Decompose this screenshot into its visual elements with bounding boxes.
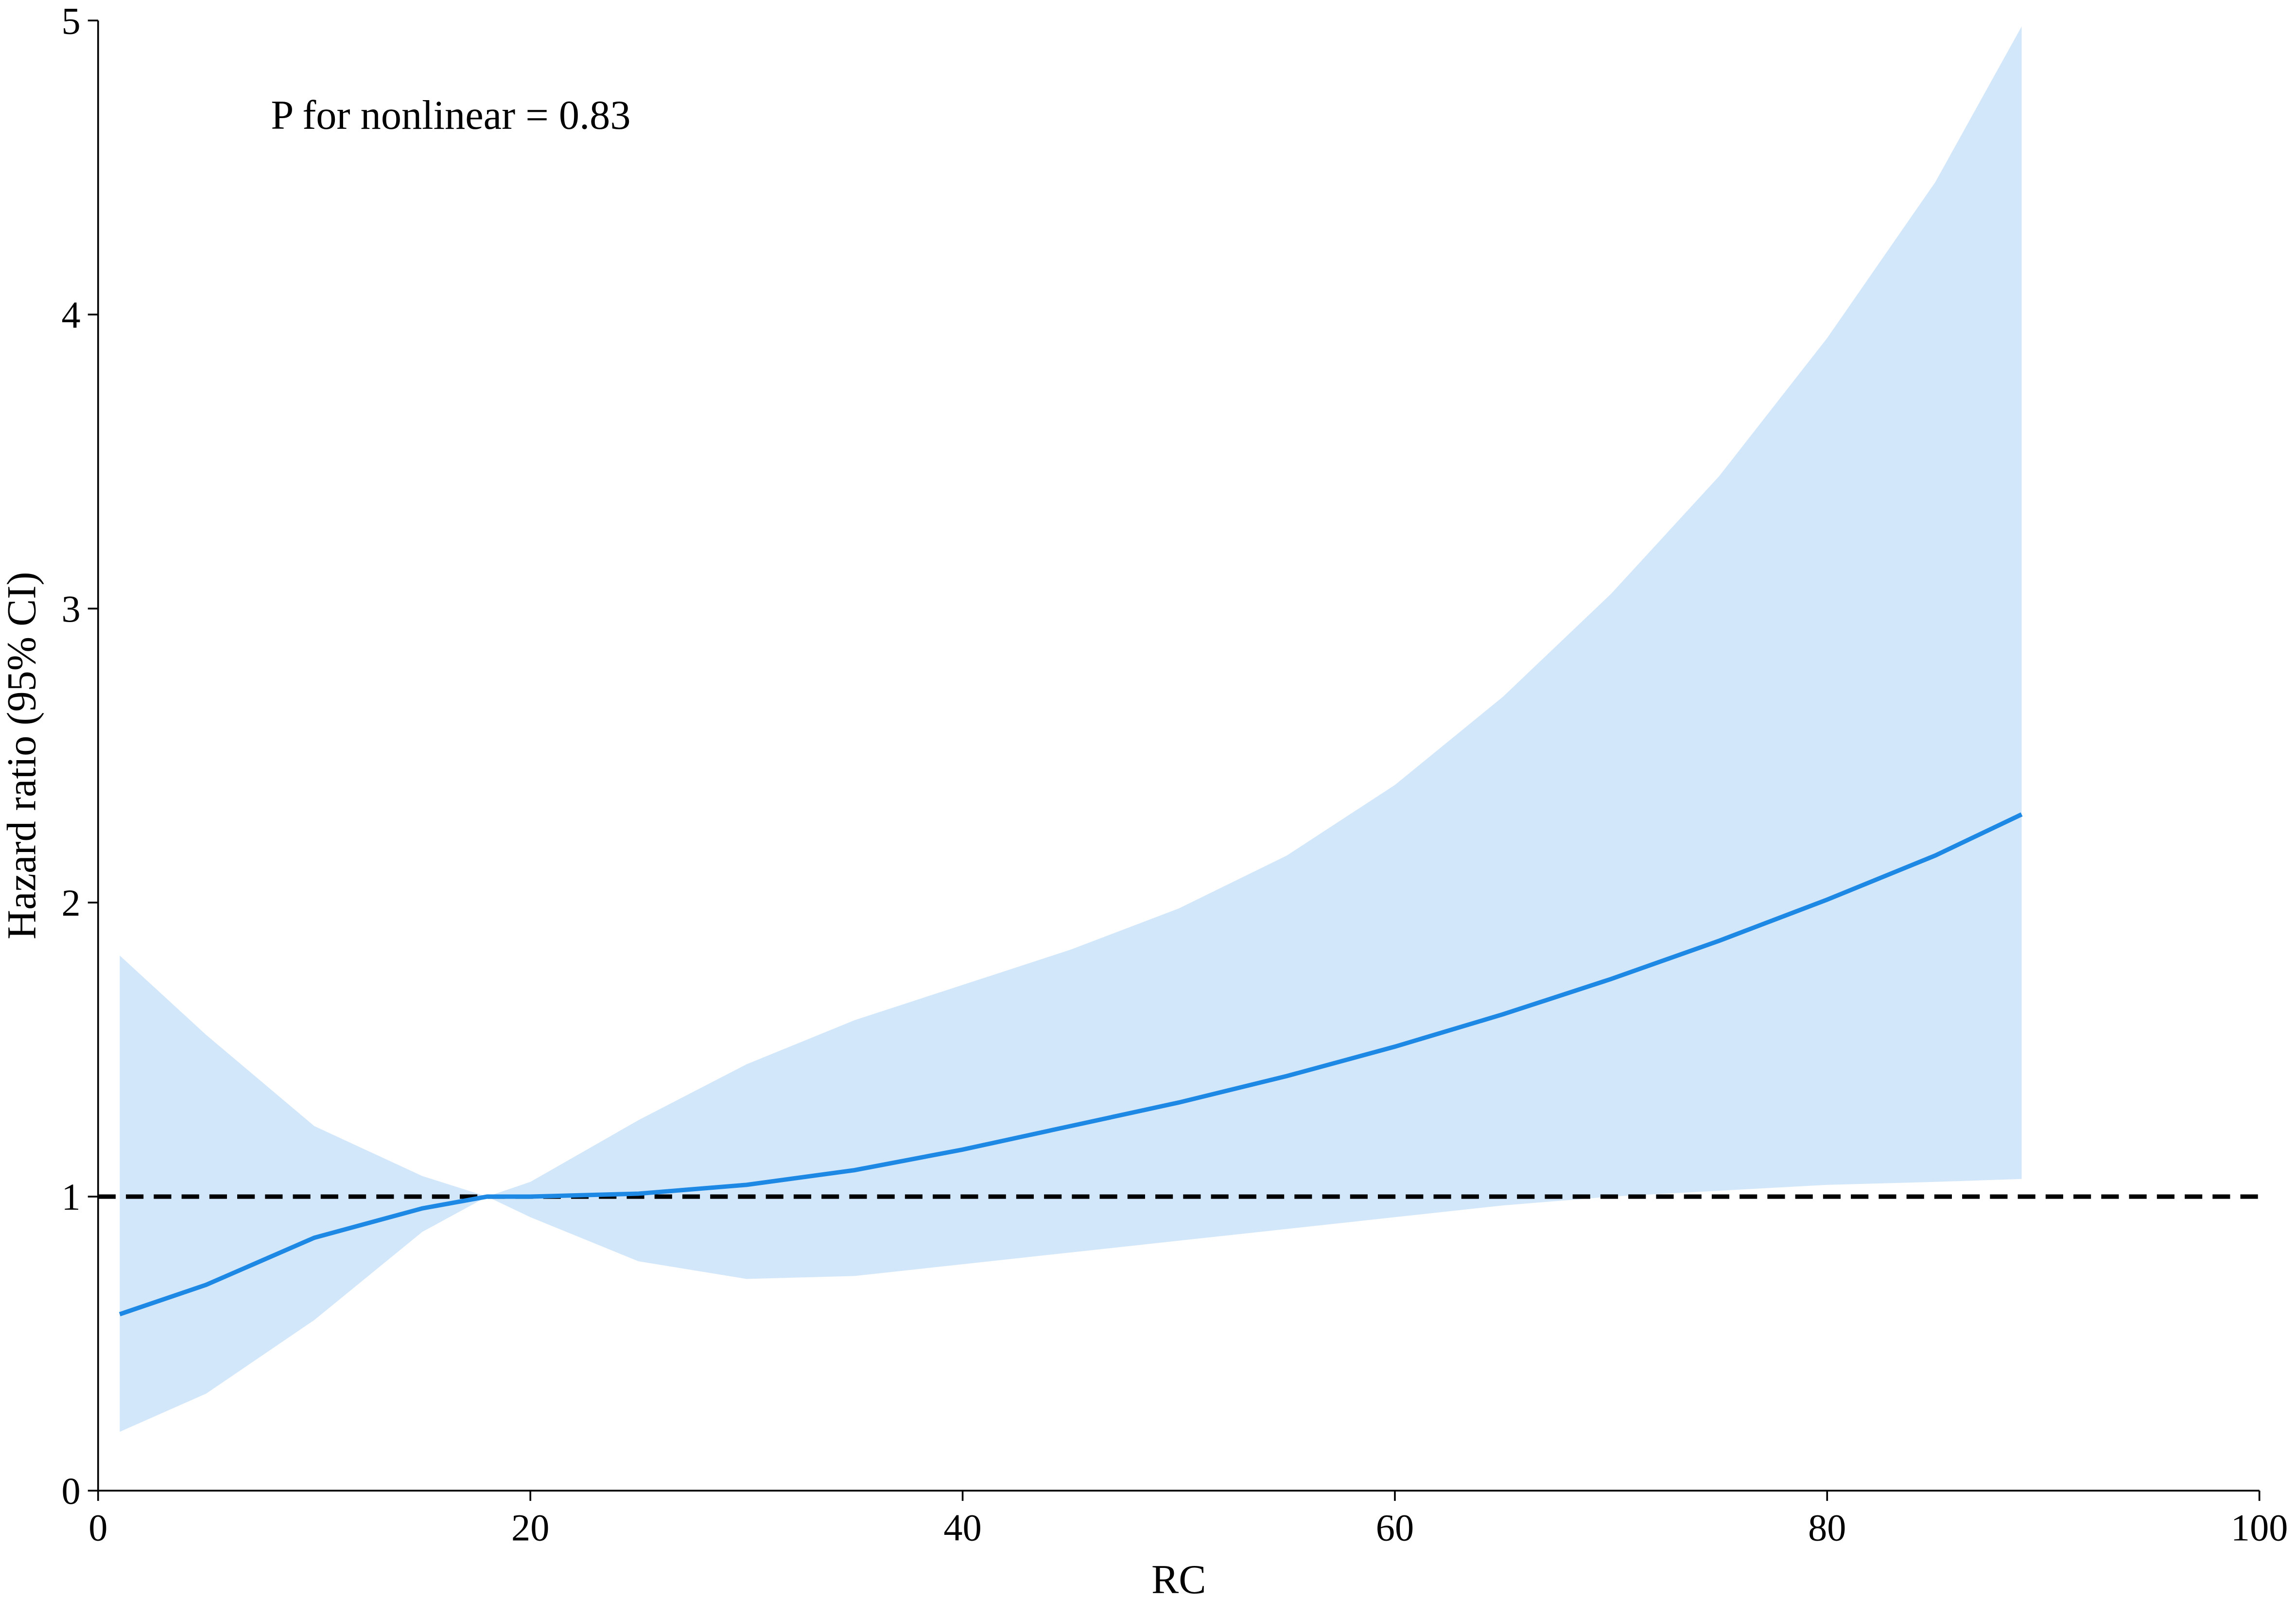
hr-line: [119, 812, 2023, 1317]
x-tick-label: 80: [1808, 1506, 1846, 1548]
y-tick-label: 2: [62, 882, 81, 924]
x-tick-label: 0: [88, 1506, 107, 1548]
y-tick-label: 4: [62, 294, 81, 336]
annotation: P for nonlinear = 0.83: [271, 93, 630, 138]
x-tick-label: 60: [1376, 1506, 1414, 1548]
ci-band: [120, 26, 2022, 1432]
y-axis-label: Hazard ratio (95% CI): [0, 572, 44, 939]
y-tick-label: 0: [62, 1470, 81, 1512]
y-tick-label: 5: [62, 0, 81, 42]
y-tick-label: 1: [62, 1176, 81, 1218]
x-tick-label: 20: [511, 1506, 549, 1548]
x-axis-label: RC: [1151, 1557, 1206, 1599]
y-tick-label: 3: [62, 588, 81, 630]
x-tick-label: 40: [943, 1506, 981, 1548]
x-tick-label: 100: [2231, 1506, 2288, 1548]
